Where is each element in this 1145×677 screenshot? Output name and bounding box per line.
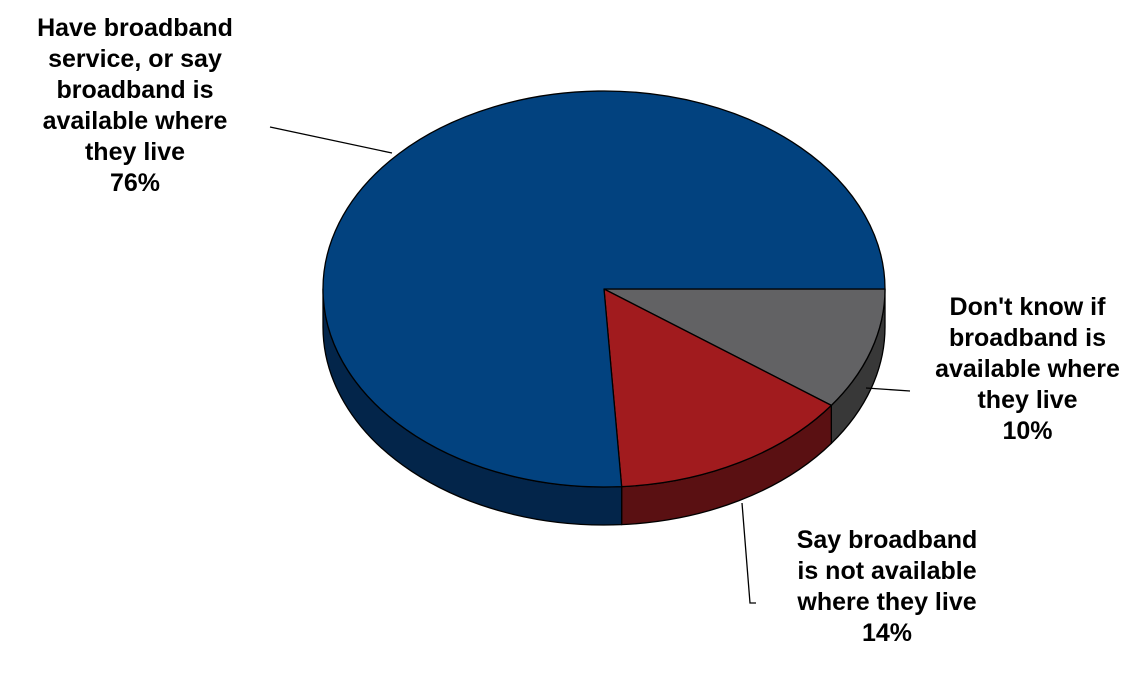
slice-have-broadband xyxy=(322,90,886,488)
label-line: where they live xyxy=(797,588,977,616)
label-line: service, or say xyxy=(48,45,222,73)
label-value: 14% xyxy=(861,619,913,647)
leader-line-dont-know xyxy=(865,387,911,392)
label-line: they live xyxy=(84,138,186,166)
pie-top-layer xyxy=(322,90,886,488)
pie-depth-layer xyxy=(322,288,886,526)
label-line: broadband is xyxy=(56,76,214,104)
label-line: broadband is xyxy=(949,324,1106,352)
leader-lines xyxy=(269,126,911,604)
slice-not-available xyxy=(603,288,832,488)
label-line: available where xyxy=(42,107,228,135)
slice-label-not-available: Say broadband is not available where the… xyxy=(756,525,1018,649)
label-line: Say broadband xyxy=(796,526,978,554)
slice-label-dont-know: Don't know if broadband is available whe… xyxy=(910,292,1145,447)
label-line: is not available xyxy=(797,557,977,585)
label-value: 10% xyxy=(1002,417,1053,445)
leader-line-not-available xyxy=(741,502,756,604)
label-line: Have broadband xyxy=(37,14,233,42)
label-line: Don't know if xyxy=(949,293,1106,321)
label-line: they live xyxy=(977,386,1078,414)
label-value: 76% xyxy=(109,169,161,197)
label-line: available where xyxy=(935,355,1120,383)
slice-dont-know xyxy=(603,288,886,407)
slice-label-have-broadband: Have broadband service, or say broadband… xyxy=(0,13,270,199)
leader-line-have xyxy=(269,126,393,154)
